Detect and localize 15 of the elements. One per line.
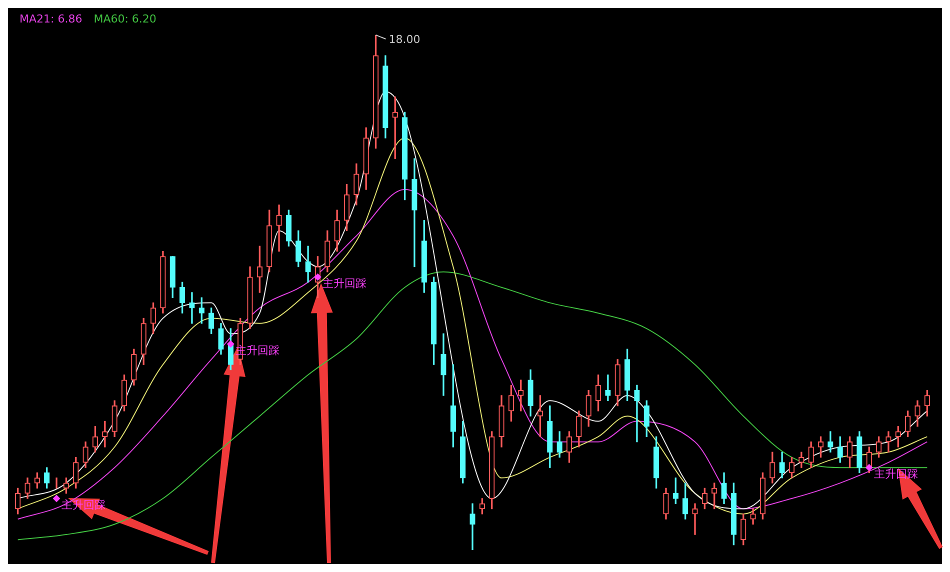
point <box>227 340 234 348</box>
point <box>53 495 60 502</box>
annotation: 主升回踩 <box>322 276 367 290</box>
candlestick <box>605 374 611 401</box>
point <box>866 464 873 472</box>
candlestick <box>470 503 476 550</box>
candlestick <box>276 204 282 252</box>
candlestick <box>189 292 195 324</box>
point <box>314 274 322 281</box>
candlestick <box>886 431 892 452</box>
candlestick <box>634 384 640 442</box>
text: MA60: 6.20 <box>94 12 156 26</box>
annotation: 18.00 <box>388 32 420 46</box>
candlestick <box>692 503 698 535</box>
text: MA21: 6.86 <box>20 12 82 26</box>
